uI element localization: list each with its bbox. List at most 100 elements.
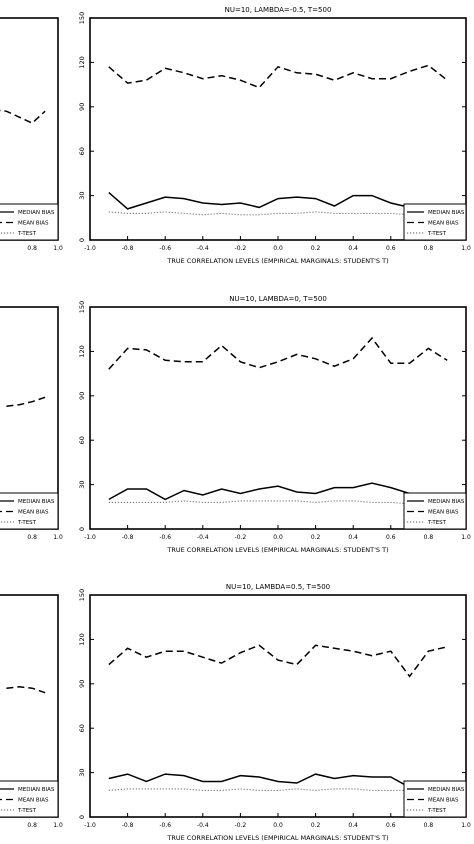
left-plot-frame <box>0 17 59 241</box>
y-tick-label: 0 <box>78 815 86 819</box>
series-line-median-bias <box>108 192 448 212</box>
y-tick-label: 90 <box>78 680 86 688</box>
series-line-mean-bias <box>108 64 448 89</box>
chart-title: NU=10, LAMBDA=-0.5, T=500 <box>225 6 332 14</box>
x-tick-label: -0.4 <box>197 245 209 252</box>
legend-label: MEAN BIAS <box>18 510 49 516</box>
y-tick-label: 150 <box>78 301 86 313</box>
x-tick-label: -0.8 <box>122 534 134 541</box>
x-tick-label: 0.6 <box>386 534 396 541</box>
legend-box <box>403 492 467 530</box>
legend-label: MEDIAN BIAS <box>428 210 465 216</box>
y-tick-label: 120 <box>78 56 86 68</box>
x-tick-label: -0.2 <box>235 245 247 252</box>
legend-label: MEDIAN BIAS <box>18 210 55 216</box>
x-tick-label: 0.0 <box>273 822 283 829</box>
legend-label: T-TEST <box>427 520 447 526</box>
y-tick-label: 30 <box>78 191 86 199</box>
legend-label: MEDIAN BIAS <box>428 787 465 793</box>
chart-panel-1: NU=10, LAMBDA=-0.5, T=500 0 30 60 90 120 150 -1… <box>0 6 471 265</box>
x-tick-label: -0.2 <box>235 534 247 541</box>
x-tick-label: 0.6 <box>386 822 396 829</box>
legend-label: T-TEST <box>427 231 447 237</box>
left-series-line-mean-bias <box>0 109 46 124</box>
legend-box <box>403 203 467 241</box>
left-plot-frame <box>0 594 59 818</box>
y-tick-label: 90 <box>78 103 86 111</box>
x-tick-label: 0.4 <box>348 534 358 541</box>
series-line-mean-bias <box>108 644 448 678</box>
left-series-line-mean-bias <box>6 686 46 694</box>
x-axis-label: TRUE CORRELATION LEVELS (EMPIRICAL MARGI… <box>166 257 388 265</box>
left-plot-frame <box>0 306 59 530</box>
x-tick-label: 0.8 <box>27 822 37 829</box>
chart-panel-2: NU=10, LAMBDA=0, T=500 0 30 60 90 120 150 -1.0 -… <box>0 295 471 554</box>
left-series-line-mean-bias <box>6 396 46 407</box>
y-tick-label: 0 <box>78 527 86 531</box>
x-tick-label: -0.4 <box>197 822 209 829</box>
legend-label: T-TEST <box>427 808 447 814</box>
series-line-t-test <box>108 788 448 791</box>
x-tick-label: -0.2 <box>235 822 247 829</box>
x-tick-label: -1.0 <box>84 245 96 252</box>
x-tick-label: 1.0 <box>53 534 63 541</box>
x-tick-label: -0.6 <box>159 534 171 541</box>
series-line-median-bias <box>108 482 448 501</box>
chart-title: NU=10, LAMBDA=0.5, T=500 <box>226 583 330 591</box>
x-tick-label: -0.6 <box>159 245 171 252</box>
y-tick-label: 150 <box>78 589 86 601</box>
legend-label: MEAN BIAS <box>428 221 459 227</box>
y-tick-label: 90 <box>78 392 86 400</box>
y-tick-label: 0 <box>78 238 86 242</box>
x-tick-label: -0.6 <box>159 822 171 829</box>
x-tick-label: 0.2 <box>311 822 321 829</box>
series-line-mean-bias <box>108 336 448 370</box>
series-line-t-test <box>108 211 448 216</box>
legend-label: MEDIAN BIAS <box>18 499 55 505</box>
x-tick-label: 0.0 <box>273 534 283 541</box>
x-tick-label: 0.6 <box>386 245 396 252</box>
x-tick-label: 1.0 <box>461 245 471 252</box>
legend-label: MEAN BIAS <box>18 798 49 804</box>
x-tick-label: -0.4 <box>197 534 209 541</box>
legend-label: T-TEST <box>17 808 37 814</box>
y-tick-label: 30 <box>78 768 86 776</box>
x-tick-label: -0.8 <box>122 245 134 252</box>
x-tick-label: -1.0 <box>84 534 96 541</box>
legend-label: MEAN BIAS <box>18 221 49 227</box>
y-tick-label: 60 <box>78 147 86 155</box>
x-tick-label: 1.0 <box>461 822 471 829</box>
x-tick-label: 0.2 <box>311 245 321 252</box>
y-tick-label: 30 <box>78 480 86 488</box>
x-tick-label: 1.0 <box>53 822 63 829</box>
series-line-median-bias <box>108 773 448 789</box>
x-tick-label: -1.0 <box>84 822 96 829</box>
x-tick-label: 0.8 <box>424 245 434 252</box>
x-tick-label: 0.8 <box>27 534 37 541</box>
x-tick-label: 0.2 <box>311 534 321 541</box>
legend-label: T-TEST <box>17 520 37 526</box>
x-tick-label: 0.8 <box>424 822 434 829</box>
x-tick-label: 0.4 <box>348 822 358 829</box>
x-tick-label: -0.8 <box>122 822 134 829</box>
legend-label: MEAN BIAS <box>428 510 459 516</box>
x-axis-label: TRUE CORRELATION LEVELS (EMPIRICAL MARGI… <box>166 834 388 842</box>
x-tick-label: 0.8 <box>27 245 37 252</box>
chart-panel-3: NU=10, LAMBDA=0.5, T=500 0 30 60 90 120 150 -1.… <box>0 583 471 842</box>
y-tick-label: 120 <box>78 345 86 357</box>
chart-title: NU=10, LAMBDA=0, T=500 <box>229 295 327 303</box>
y-tick-label: 60 <box>78 724 86 732</box>
x-tick-label: 1.0 <box>461 534 471 541</box>
y-tick-label: 120 <box>78 633 86 645</box>
x-axis-label: TRUE CORRELATION LEVELS (EMPIRICAL MARGI… <box>166 546 388 554</box>
x-tick-label: 0.4 <box>348 245 358 252</box>
y-tick-label: 60 <box>78 436 86 444</box>
legend-label: MEAN BIAS <box>428 798 459 804</box>
x-tick-label: 1.0 <box>53 245 63 252</box>
x-tick-label: 0.0 <box>273 245 283 252</box>
legend-box <box>403 780 467 818</box>
series-line-t-test <box>108 500 448 505</box>
legend-label: MEDIAN BIAS <box>18 787 55 793</box>
legend-label: T-TEST <box>17 231 37 237</box>
